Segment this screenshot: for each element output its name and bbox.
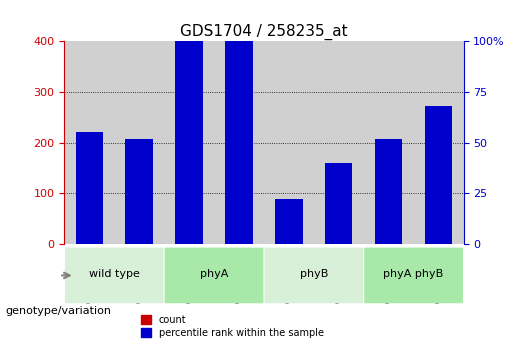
Text: phyA phyB: phyA phyB: [384, 269, 444, 279]
Bar: [126, 215, 153, 244]
Bar: [375, 204, 402, 244]
Bar: [364, 41, 414, 244]
Text: wild type: wild type: [89, 269, 140, 279]
Bar: [414, 41, 464, 244]
Bar: [275, 241, 303, 244]
Bar: [264, 41, 314, 244]
Bar: [114, 41, 164, 244]
Title: GDS1704 / 258235_at: GDS1704 / 258235_at: [180, 24, 348, 40]
FancyBboxPatch shape: [264, 248, 363, 303]
Bar: [325, 226, 352, 244]
Bar: [425, 202, 452, 244]
Bar: [176, 0, 203, 244]
Legend: count, percentile rank within the sample: count, percentile rank within the sample: [141, 315, 323, 338]
Bar: [375, 139, 402, 244]
Bar: [76, 132, 103, 244]
FancyBboxPatch shape: [364, 248, 463, 303]
Bar: [164, 41, 214, 244]
Bar: [76, 214, 103, 244]
Bar: [214, 41, 264, 244]
Bar: [225, 5, 253, 244]
Text: phyB: phyB: [300, 269, 328, 279]
Bar: [314, 41, 364, 244]
FancyBboxPatch shape: [165, 248, 264, 303]
Bar: [325, 163, 352, 244]
Bar: [425, 106, 452, 244]
Bar: [275, 199, 303, 244]
Bar: [176, 113, 203, 244]
Bar: [225, 89, 253, 244]
Text: genotype/variation: genotype/variation: [5, 306, 111, 315]
Bar: [126, 139, 153, 244]
FancyBboxPatch shape: [65, 248, 164, 303]
Text: phyA: phyA: [200, 269, 228, 279]
Bar: [64, 41, 114, 244]
